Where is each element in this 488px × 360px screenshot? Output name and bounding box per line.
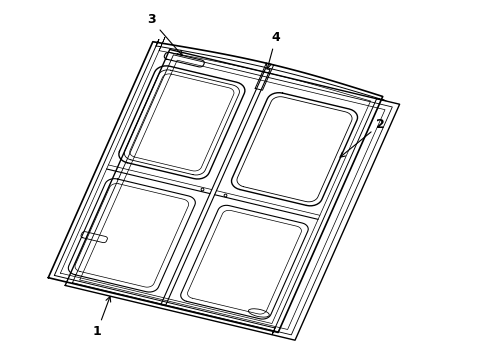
Text: 1: 1 [92,297,110,338]
Text: 4: 4 [265,31,280,69]
Text: 2: 2 [339,118,384,157]
Ellipse shape [248,309,269,317]
Text: 3: 3 [146,13,182,56]
